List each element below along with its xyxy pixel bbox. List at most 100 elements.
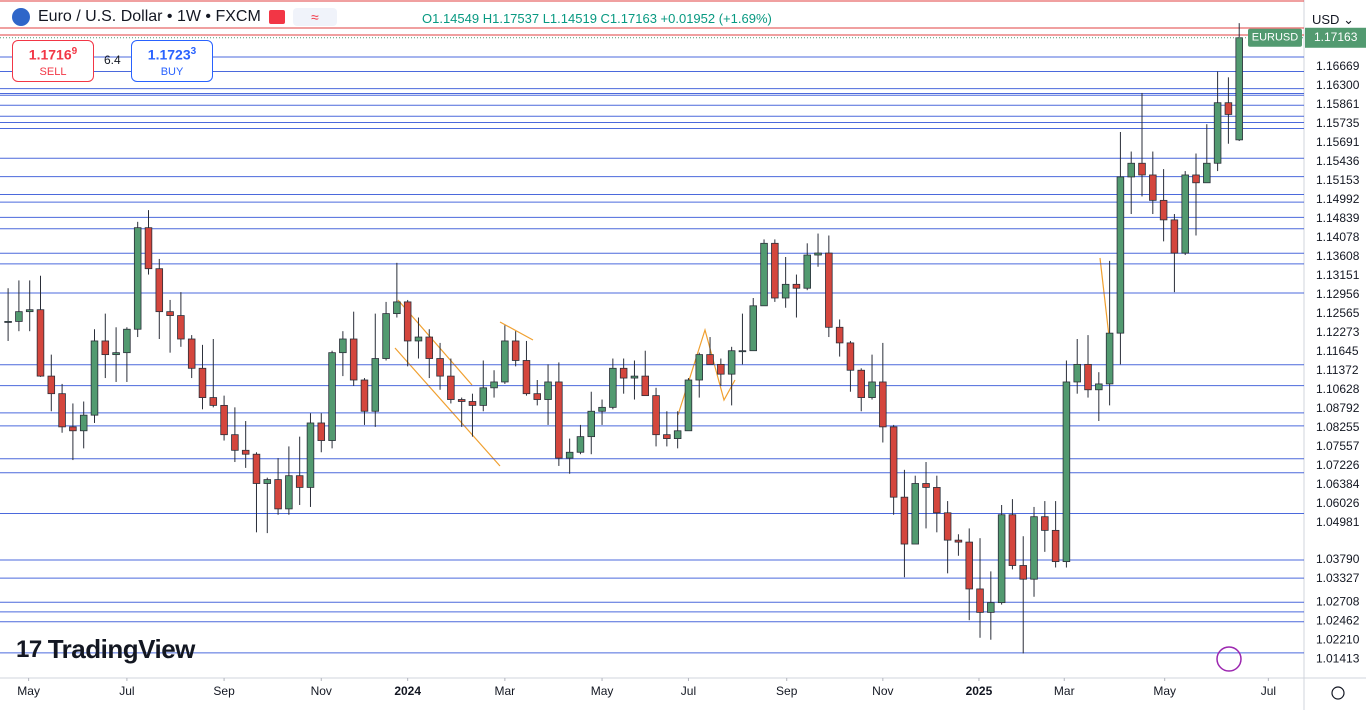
sell-button[interactable]: 1.17169 SELL — [12, 40, 94, 82]
candle-body — [933, 487, 941, 514]
candle-body — [306, 422, 315, 488]
candle-body — [1051, 529, 1060, 563]
candle-body — [533, 393, 542, 400]
price-label: 1.08792 — [1316, 401, 1360, 415]
candle-body — [36, 309, 45, 377]
candle-body — [727, 350, 736, 375]
candle-body — [328, 352, 336, 441]
candle-body — [1170, 219, 1179, 254]
candle-body — [241, 449, 250, 455]
candle-body — [360, 379, 369, 412]
candle-body — [382, 313, 390, 359]
price-label: 1.01413 — [1316, 651, 1360, 665]
time-label: Mar — [495, 684, 516, 698]
candle-body — [1116, 176, 1125, 334]
candle-body — [209, 397, 218, 406]
candle-body — [90, 340, 99, 416]
candle-body — [252, 453, 261, 484]
candle-body — [1127, 162, 1135, 178]
time-label: Mar — [1054, 684, 1075, 698]
buy-button[interactable]: 1.17233 BUY — [131, 40, 213, 82]
settings-icon[interactable] — [1331, 686, 1345, 700]
candle-body — [879, 381, 887, 428]
candle-body — [295, 475, 304, 488]
candle-body — [1224, 102, 1233, 115]
candle-body — [598, 406, 606, 412]
candle-body — [274, 479, 282, 510]
candle-body — [803, 254, 811, 289]
time-label: 2024 — [394, 684, 421, 698]
alert-icon[interactable] — [1216, 646, 1242, 672]
candle-body — [1192, 174, 1200, 184]
candle-body — [101, 340, 110, 356]
candle-body — [652, 395, 660, 436]
flag-icon[interactable] — [268, 10, 285, 24]
price-label: 1.04981 — [1316, 515, 1360, 529]
candle-body — [641, 375, 649, 397]
candle-body — [900, 496, 909, 545]
candle-body — [544, 381, 552, 400]
symbol-header[interactable]: Euro / U.S. Dollar • 1W • FXCM ≈ — [12, 8, 337, 26]
time-label: Sep — [213, 684, 235, 698]
candle-body — [25, 309, 34, 313]
currency-selector[interactable]: USD ⌄ — [1312, 12, 1354, 27]
price-label: 1.15735 — [1316, 116, 1360, 130]
candle-body — [349, 338, 358, 381]
candle-body — [976, 588, 984, 613]
symbol-tag-bg — [1248, 28, 1302, 47]
time-label: Sep — [776, 684, 798, 698]
candle-body — [58, 393, 66, 428]
sell-pip: 9 — [71, 46, 78, 57]
trend-drawing — [394, 347, 501, 467]
candle-body — [760, 242, 768, 307]
price-label: 1.15436 — [1316, 154, 1360, 168]
candle-body — [1095, 383, 1103, 391]
candle-body — [144, 227, 153, 270]
logo-text: TradingView — [47, 634, 196, 664]
sell-price: 1.1716 — [28, 46, 72, 63]
candle-body — [1073, 363, 1081, 383]
candle-body — [717, 363, 725, 375]
price-label: 1.06026 — [1316, 496, 1360, 510]
last-price-label: 1.17163 — [1314, 30, 1358, 44]
candle-body — [231, 434, 239, 451]
candle-body — [576, 436, 585, 453]
candle-body — [792, 283, 801, 289]
candle-body — [4, 321, 12, 323]
price-label: 1.02462 — [1316, 613, 1360, 627]
trend-drawing — [499, 321, 534, 341]
compare-button[interactable]: ≈ — [292, 8, 337, 26]
candle-body — [781, 283, 790, 299]
candle-body — [501, 340, 509, 383]
candle-body — [187, 338, 196, 369]
time-label: Jul — [119, 684, 134, 698]
candle-body — [987, 602, 995, 613]
candle-body — [825, 252, 833, 328]
candle-body — [1105, 332, 1114, 385]
price-label: 1.16300 — [1316, 78, 1360, 92]
price-label: 1.02210 — [1316, 632, 1360, 646]
candle-body — [1181, 174, 1189, 254]
price-label: 1.02708 — [1316, 594, 1360, 608]
candle-body — [166, 311, 174, 316]
candle-body — [447, 375, 455, 400]
price-label: 1.14078 — [1316, 230, 1360, 244]
candle-body — [317, 422, 326, 441]
candle-body — [112, 352, 120, 356]
price-label: 1.13608 — [1316, 249, 1360, 263]
price-label: 1.03790 — [1316, 552, 1360, 566]
candle-body — [954, 539, 963, 543]
candle-body — [393, 301, 401, 315]
candle-body — [943, 512, 952, 541]
candle-body — [749, 305, 757, 352]
candle-body — [285, 475, 293, 510]
candle-body — [1084, 363, 1092, 391]
price-label: 1.14839 — [1316, 211, 1360, 225]
candle-body — [587, 410, 596, 438]
logo: 17 TradingView — [16, 634, 195, 665]
candle-body — [1159, 199, 1168, 221]
candle-body — [403, 301, 412, 342]
candle-body — [1149, 174, 1157, 201]
